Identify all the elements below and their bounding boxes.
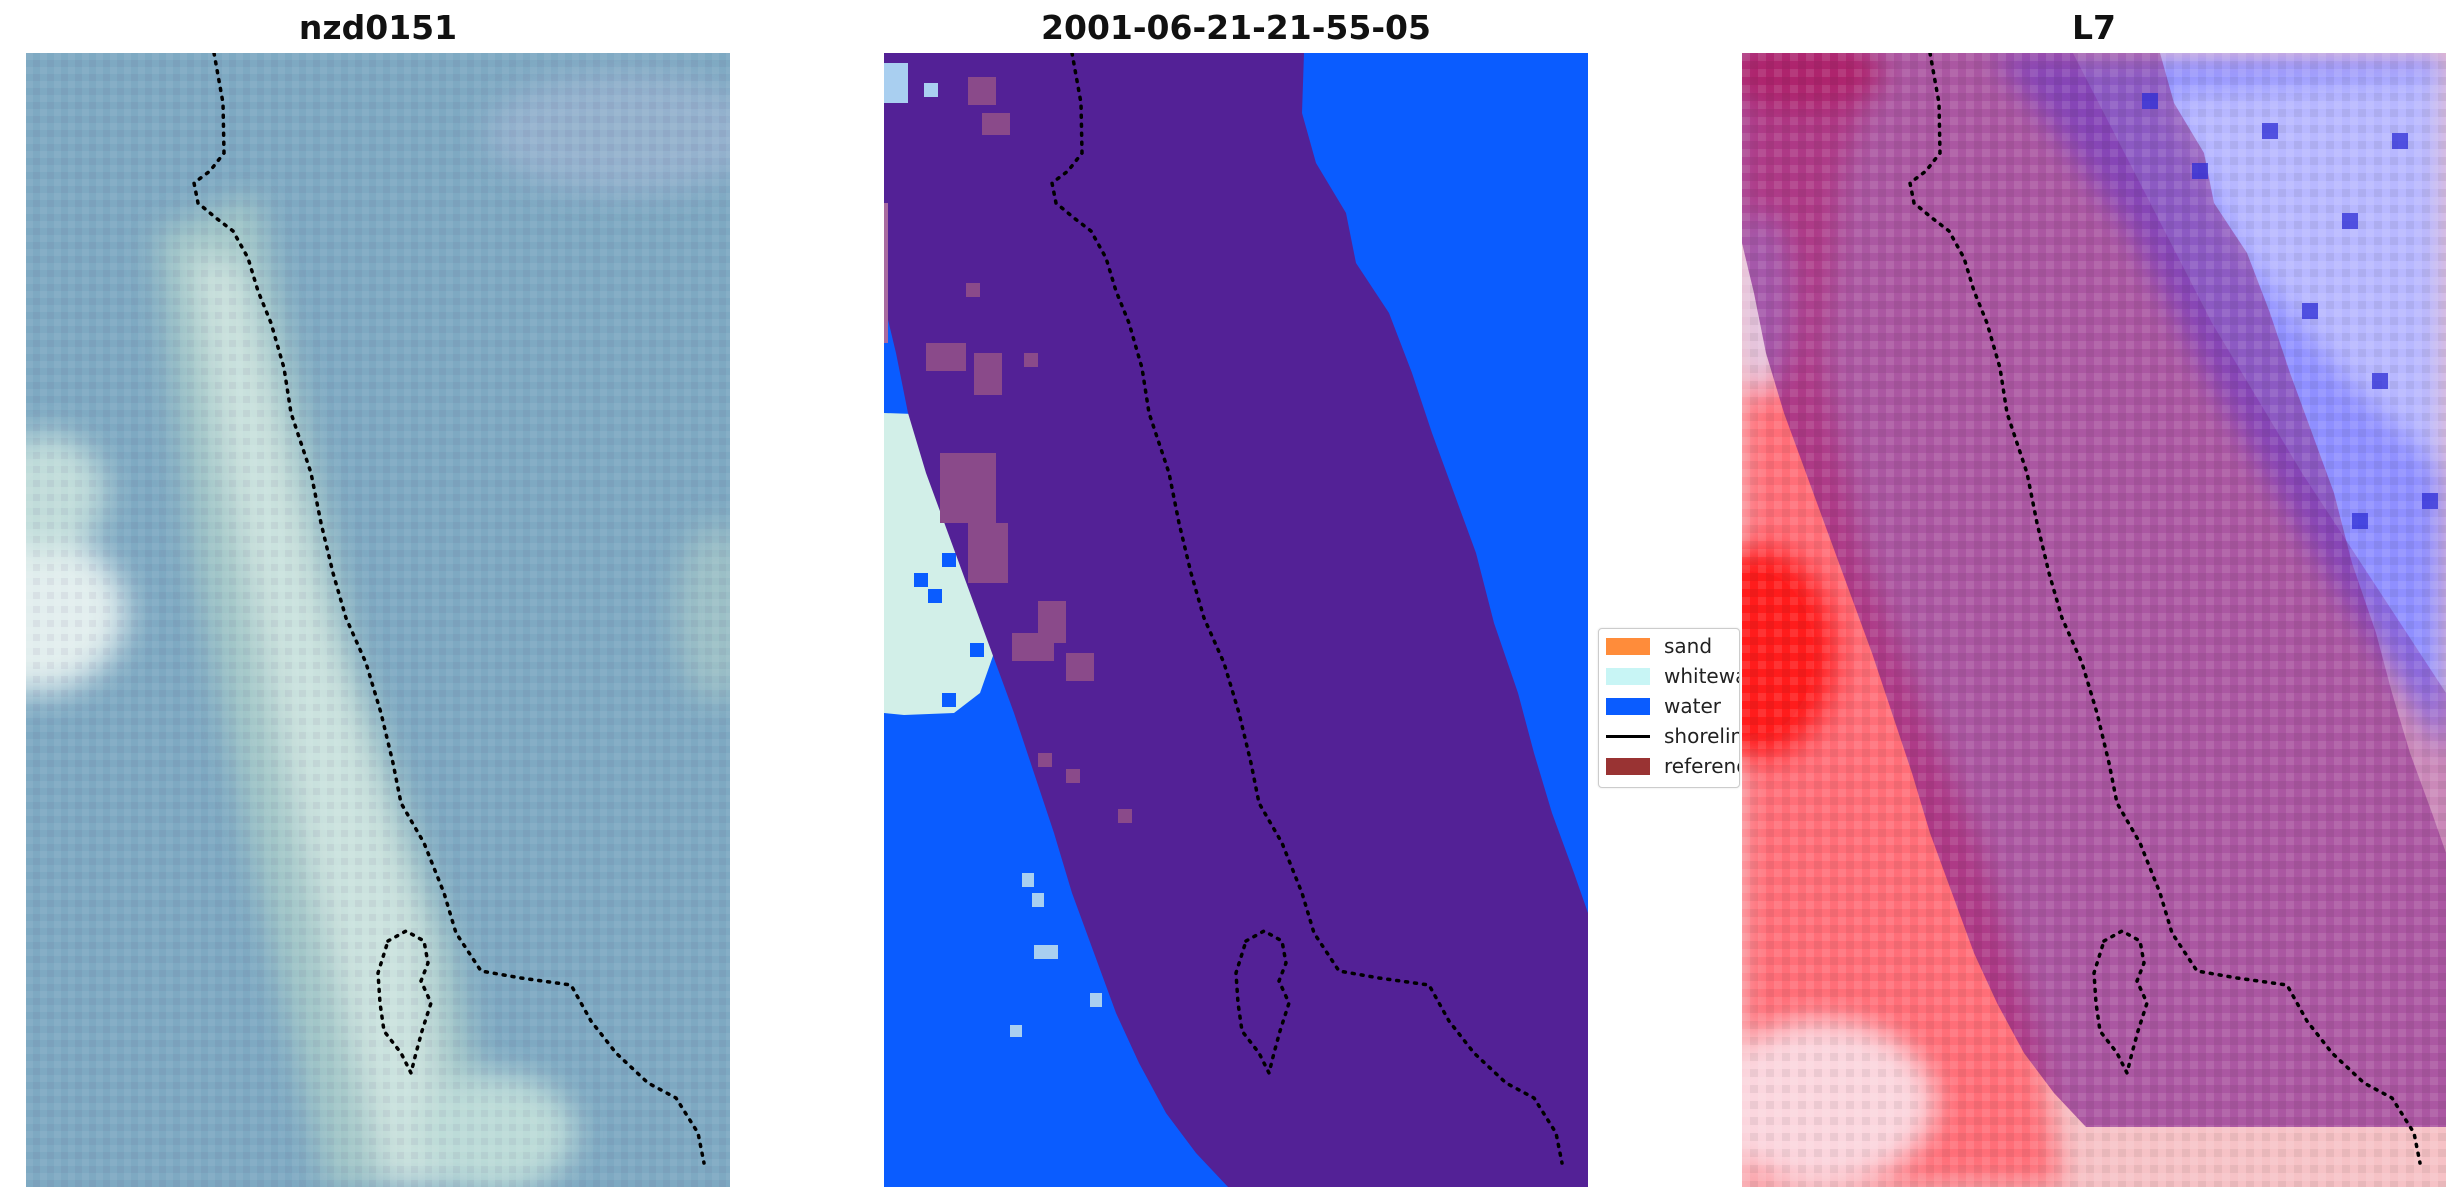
l7-index-image bbox=[1742, 53, 2446, 1187]
panel-title-classification: 2001-06-21-21-55-05 bbox=[1041, 8, 1431, 47]
legend: sand whitewater water shoreline referenc… bbox=[1598, 628, 1740, 788]
reference-region bbox=[884, 53, 1588, 1187]
water-swatch-icon bbox=[1606, 697, 1650, 715]
panel-title-rgb: nzd0151 bbox=[298, 8, 458, 47]
legend-label: water bbox=[1664, 694, 1721, 718]
legend-item-reference: reference bbox=[1606, 754, 1739, 778]
legend-item-water: water bbox=[1606, 694, 1739, 718]
legend-item-sand: sand bbox=[1606, 634, 1739, 658]
shoreline-dotted-line bbox=[1908, 53, 2422, 1165]
rgb-image bbox=[26, 53, 730, 1187]
rgb-image-panel bbox=[26, 53, 730, 1187]
legend-label: whitewater bbox=[1664, 664, 1739, 688]
reference-swatch-icon bbox=[1606, 757, 1650, 775]
whitewater-swatch-icon bbox=[1606, 667, 1650, 685]
legend-label: shoreline bbox=[1664, 724, 1739, 748]
classification-panel bbox=[884, 53, 1588, 1187]
legend-label: sand bbox=[1664, 634, 1713, 658]
legend-item-whitewater: whitewater bbox=[1606, 664, 1739, 688]
panel-title-l7: L7 bbox=[2072, 8, 2116, 47]
sand-overlay-region bbox=[926, 77, 1132, 823]
legend-label: reference bbox=[1664, 754, 1739, 778]
sand-swatch-icon bbox=[1606, 637, 1650, 655]
shoreline-dotted-line bbox=[192, 53, 706, 1165]
shoreline-line-icon bbox=[1606, 734, 1650, 738]
legend-item-shoreline: shoreline bbox=[1606, 724, 1739, 748]
shoreline-dotted-line bbox=[1050, 53, 1564, 1165]
classification-image bbox=[884, 53, 1588, 1187]
l7-index-panel bbox=[1742, 53, 2446, 1187]
